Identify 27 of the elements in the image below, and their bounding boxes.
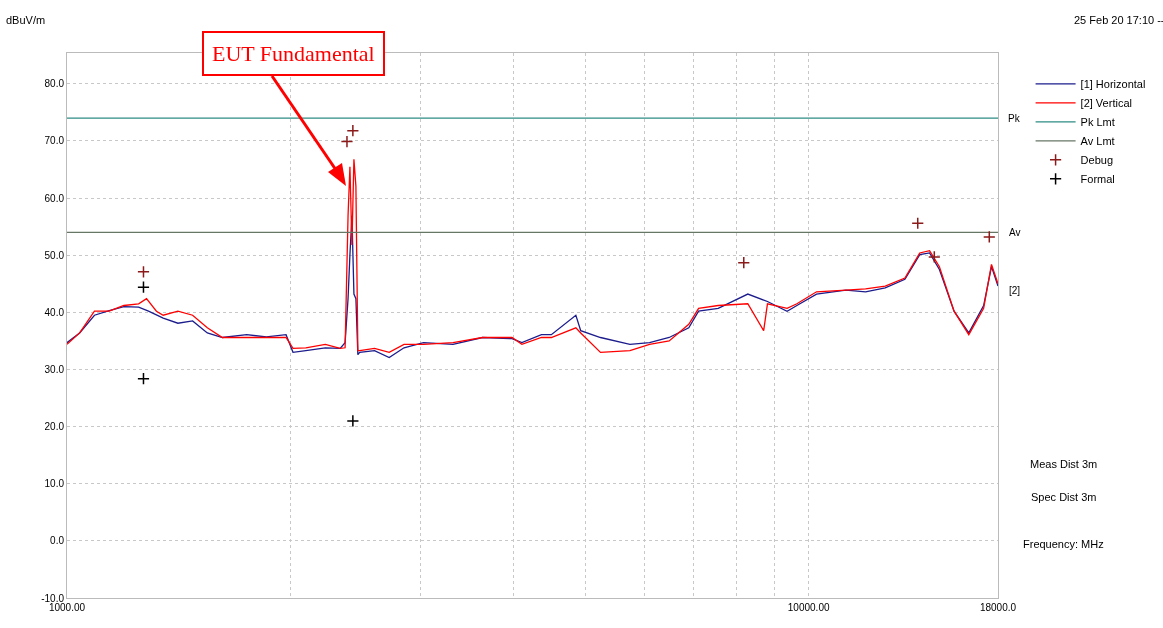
y-tick-label: 60.0 [44,192,65,204]
legend-label: [2] Vertical [1080,97,1132,110]
y-tick-label: 50.0 [44,249,65,261]
y-axis-title: dBuV/m [6,14,46,26]
legend-label: Av Lmt [1080,135,1115,148]
y-tick-label: 40.0 [44,306,65,318]
text: [2] [1009,285,1021,296]
text: Av [1009,227,1021,238]
y-tick-label: 10.0 [44,478,65,490]
x-tick-label: 1000.00 [48,602,86,613]
text: Frequency: MHz [1023,538,1104,550]
y-tick-label: 30.0 [44,363,65,375]
y-tick-label: 0.0 [50,535,65,547]
text: Meas Dist 3m [1030,458,1098,470]
text: Spec Dist 3m [1031,491,1097,503]
legend-label: Formal [1080,173,1115,186]
x-tick-label: 18000.0 [979,602,1017,613]
legend-label: Debug [1080,154,1114,167]
y-tick-label: 80.0 [44,78,65,90]
legend-label: Pk Lmt [1080,116,1115,129]
annotation: EUT Fundamental [212,41,375,66]
y-tick-label: 70.0 [44,135,65,147]
y-tick-label: -10.0 [41,592,65,604]
text: Pk [1008,113,1021,124]
y-tick-label: 20.0 [44,421,65,433]
legend-label: [1] Horizontal [1080,78,1146,91]
x-tick-label: 10000.00 [787,602,830,613]
